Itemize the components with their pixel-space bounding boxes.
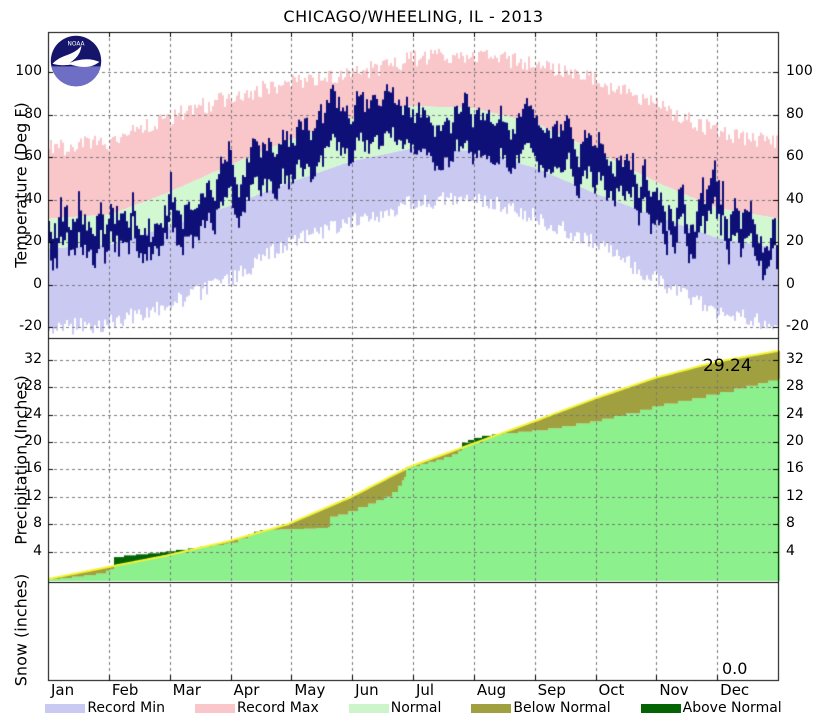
legend-label: Normal (390, 700, 442, 716)
legend-label: Record Max (236, 700, 319, 716)
y-tick-label: 80 (786, 105, 804, 122)
y-tick-label: -20 (19, 318, 42, 334)
x-tick-label-aug: Aug (476, 681, 507, 699)
y-tick-label: 40 (786, 190, 804, 207)
y-tick-label: 4 (33, 542, 42, 559)
x-tick-label-jul: Jul (416, 681, 435, 699)
y-tick-label: 20 (24, 233, 42, 249)
y-tick-label: 16 (786, 460, 804, 477)
legend-label: Above Normal (682, 700, 782, 716)
y-tick-label: 40 (24, 190, 42, 207)
y-tick-label: 100 (786, 63, 813, 79)
above-normal-swatch (640, 703, 681, 713)
noaa-logo: NOAA (50, 35, 102, 87)
y-tick-label: 100 (15, 63, 42, 79)
x-tick-label-feb: Feb (111, 681, 139, 699)
y-tick-label: 80 (24, 105, 42, 122)
legend-item-record-min: Record Min (45, 700, 165, 716)
y-tick-label: 0 (786, 275, 795, 292)
y-tick-label: 28 (786, 378, 804, 395)
y-tick-label: 60 (24, 148, 42, 164)
y-tick-label: 20 (786, 433, 804, 449)
page-title: CHICAGO/WHEELING, IL - 2013 (283, 7, 544, 26)
record-min-swatch (45, 703, 86, 713)
y-tick-label: 0 (33, 275, 42, 292)
y-tick-label: 20 (786, 233, 804, 249)
y-tick-label: 24 (786, 405, 804, 422)
y-tick-label: 8 (786, 515, 795, 532)
legend: Record Min Record Max Normal Below Norma… (0, 700, 827, 716)
legend-item-above-normal: Above Normal (640, 700, 782, 716)
x-tick-label-apr: Apr (233, 681, 260, 699)
y-tick-label: 16 (24, 460, 42, 477)
x-tick-label-oct: Oct (598, 681, 625, 699)
y-tick-label: 24 (24, 405, 42, 422)
x-tick-label-jun: Jun (355, 681, 379, 699)
legend-label: Below Normal (513, 700, 611, 716)
x-tick-label-sep: Sep (537, 681, 566, 699)
y-tick-label: 20 (24, 433, 42, 449)
x-tick-label-nov: Nov (659, 681, 689, 699)
x-tick-label-mar: Mar (172, 681, 201, 699)
y-tick-label: 32 (786, 350, 804, 367)
y-tick-label: 12 (786, 487, 804, 504)
legend-item-normal: Normal (348, 700, 442, 716)
below-normal-swatch (471, 703, 512, 713)
y-tick-label: 8 (33, 515, 42, 532)
y-tick-label: 60 (786, 148, 804, 164)
y-tick-label: 12 (24, 487, 42, 504)
noaa-logo-text: NOAA (67, 42, 84, 48)
x-tick-label-jan: Jan (51, 681, 75, 699)
snow-total-annotation: 0.0 (722, 659, 748, 678)
record-max-swatch (194, 703, 235, 713)
y-tick-label: 32 (24, 350, 42, 367)
normal-swatch (348, 703, 389, 713)
y-tick-label: -20 (786, 318, 809, 334)
precip-total-annotation: 29.24 (703, 356, 752, 376)
x-tick-label-may: May (294, 681, 326, 699)
y-tick-label: 28 (24, 378, 42, 395)
legend-item-below-normal: Below Normal (471, 700, 611, 716)
legend-item-record-max: Record Max (194, 700, 319, 716)
y-tick-label: 4 (786, 542, 795, 559)
snow-axis-title: Snow (inches) (11, 573, 31, 687)
x-tick-label-dec: Dec (720, 681, 750, 699)
legend-label: Record Min (87, 700, 165, 716)
